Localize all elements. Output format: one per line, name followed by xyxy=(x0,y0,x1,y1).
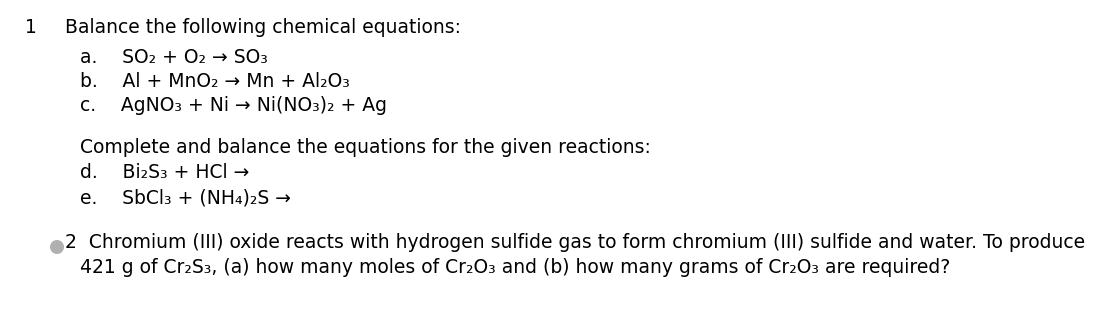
Text: 421 g of Cr₂S₃, (a) how many moles of Cr₂O₃ and (b) how many grams of Cr₂O₃ are : 421 g of Cr₂S₃, (a) how many moles of Cr… xyxy=(80,258,951,277)
Text: Complete and balance the equations for the given reactions:: Complete and balance the equations for t… xyxy=(80,138,651,157)
Text: 1: 1 xyxy=(25,18,37,37)
Text: d.  Bi₂S₃ + HCl →: d. Bi₂S₃ + HCl → xyxy=(80,163,249,182)
Text: b.  Al + MnO₂ → Mn + Al₂O₃: b. Al + MnO₂ → Mn + Al₂O₃ xyxy=(80,72,350,91)
Text: e.  SbCl₃ + (NH₄)₂S →: e. SbCl₃ + (NH₄)₂S → xyxy=(80,188,291,207)
Text: 2  Chromium (III) oxide reacts with hydrogen sulfide gas to form chromium (III) : 2 Chromium (III) oxide reacts with hydro… xyxy=(65,233,1085,252)
Text: a.  SO₂ + O₂ → SO₃: a. SO₂ + O₂ → SO₃ xyxy=(80,48,268,67)
Text: Balance the following chemical equations:: Balance the following chemical equations… xyxy=(65,18,461,37)
Circle shape xyxy=(50,240,65,254)
Text: c.  AgNO₃ + Ni → Ni(NO₃)₂ + Ag: c. AgNO₃ + Ni → Ni(NO₃)₂ + Ag xyxy=(80,96,387,115)
